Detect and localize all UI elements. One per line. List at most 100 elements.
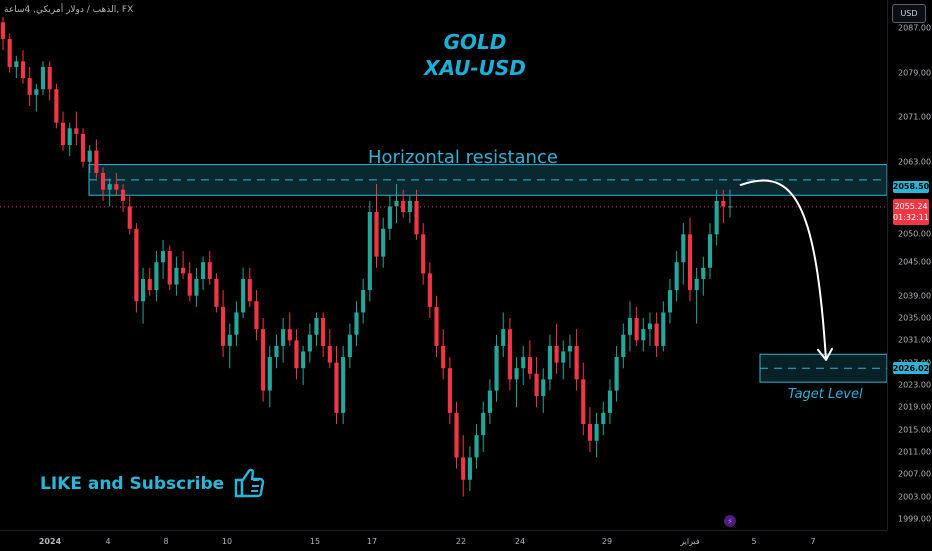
candle-body	[541, 379, 546, 397]
candle-body	[0, 22, 6, 40]
candle-body	[194, 278, 199, 296]
candle-body	[554, 345, 559, 363]
candle-body	[314, 318, 319, 335]
candle-body	[327, 345, 332, 363]
candle-body	[687, 234, 693, 291]
candle-body	[221, 306, 226, 346]
chart-area[interactable]	[0, 0, 887, 530]
candle-body	[374, 212, 379, 257]
candle-body	[87, 150, 92, 162]
candle-body	[514, 368, 519, 380]
candle-body	[421, 234, 426, 274]
current-price: 2055.24	[894, 202, 928, 212]
candle-body	[54, 89, 59, 123]
candle-body	[254, 301, 259, 330]
price-tick-label: 2050.00	[898, 229, 932, 239]
candle-body	[20, 61, 26, 79]
candle-body	[354, 312, 359, 335]
candle-body	[401, 200, 406, 212]
candle-body	[654, 323, 659, 346]
candle-body	[494, 345, 499, 391]
current-price-tag: 2055.24 01:32:11	[893, 199, 929, 226]
candle-body	[321, 318, 326, 346]
target-level-label: Taget Level	[788, 387, 863, 402]
bar-countdown: 01:32:11	[893, 213, 929, 223]
price-tick-label: 2071.00	[898, 112, 932, 122]
price-tick-label: 1999.00	[898, 514, 932, 524]
price-tick-label: 2087.00	[898, 23, 932, 33]
candle-body	[214, 278, 219, 307]
resistance-label: Horizontal resistance	[368, 147, 558, 168]
candle-body	[154, 262, 159, 291]
candle-body	[27, 78, 32, 95]
candle-body	[281, 329, 286, 346]
candle-body	[434, 306, 439, 346]
candle-body	[414, 200, 419, 235]
like-subscribe-text: LIKE and Subscribe	[40, 474, 225, 494]
time-tick-label: 2024	[38, 537, 62, 546]
projection-arrowhead	[817, 347, 833, 361]
candle-body	[40, 66, 46, 90]
price-tick-label: 2079.00	[898, 68, 932, 78]
target-price-tag: 2026.02	[892, 362, 930, 375]
candle-body	[341, 357, 346, 413]
candle-body	[521, 357, 526, 369]
candle-body	[567, 345, 572, 352]
title-line-2: XAU-USD	[424, 56, 526, 80]
candle-body	[581, 379, 586, 424]
currency-button[interactable]: USD	[892, 4, 926, 23]
candle-body	[667, 290, 673, 313]
candle-body	[641, 329, 646, 341]
candle-body	[120, 189, 126, 201]
price-tick-label: 2031.00	[898, 335, 932, 345]
price-tick-label: 2007.00	[898, 469, 932, 479]
candle-body	[167, 251, 172, 285]
candle-body	[201, 262, 206, 279]
candle-body	[601, 412, 606, 424]
candle-body	[207, 262, 212, 279]
price-tick-label: 2035.00	[898, 313, 932, 323]
candle-body	[621, 334, 626, 358]
candle-body	[714, 200, 719, 235]
candle-body	[14, 61, 19, 67]
candle-body	[67, 128, 72, 146]
candle-body	[614, 357, 619, 391]
time-tick-label: 4	[105, 537, 111, 546]
time-tick-label: 15	[309, 537, 321, 546]
candle-body	[247, 278, 252, 302]
price-tick-label: 2063.00	[898, 157, 932, 167]
candle-body	[694, 278, 699, 291]
candle-body	[161, 251, 166, 263]
candle-body	[294, 340, 299, 369]
candle-body	[474, 435, 479, 458]
time-tick-label: 8	[163, 537, 169, 546]
candle-body	[454, 412, 459, 458]
time-axis[interactable]: 2024 4 8 10 15 17 22 24 29 فبراير 5 7	[0, 530, 887, 551]
candle-body	[701, 267, 706, 279]
candle-body	[140, 278, 146, 302]
price-tick-label: 2015.00	[898, 425, 932, 435]
lightning-icon[interactable]: ⚡	[724, 515, 736, 527]
candle-body	[127, 206, 132, 229]
price-tick-label: 2039.00	[898, 291, 932, 301]
candlestick-chart[interactable]	[0, 0, 887, 530]
price-tick-label: 2023.00	[898, 380, 932, 390]
time-tick-label: 24	[514, 537, 526, 546]
candle-body	[707, 234, 713, 268]
candle-body	[361, 290, 366, 313]
projection-arrow	[739, 179, 827, 360]
candle-body	[60, 122, 66, 146]
candle-body	[441, 345, 446, 369]
candle-body	[634, 318, 639, 341]
candle-body	[74, 128, 79, 134]
candle-body	[627, 318, 633, 335]
price-tick-label: 2003.00	[898, 492, 932, 502]
candle-body	[367, 212, 372, 291]
candle-body	[501, 329, 506, 346]
candle-body	[80, 133, 86, 162]
price-axis[interactable]: 2087.00 2079.00 2071.00 2063.00 2050.00 2045.…	[887, 0, 932, 530]
candle-body	[267, 357, 272, 391]
candle-body	[187, 273, 192, 296]
candle-body	[34, 89, 39, 95]
time-tick-label: 17	[366, 537, 378, 546]
